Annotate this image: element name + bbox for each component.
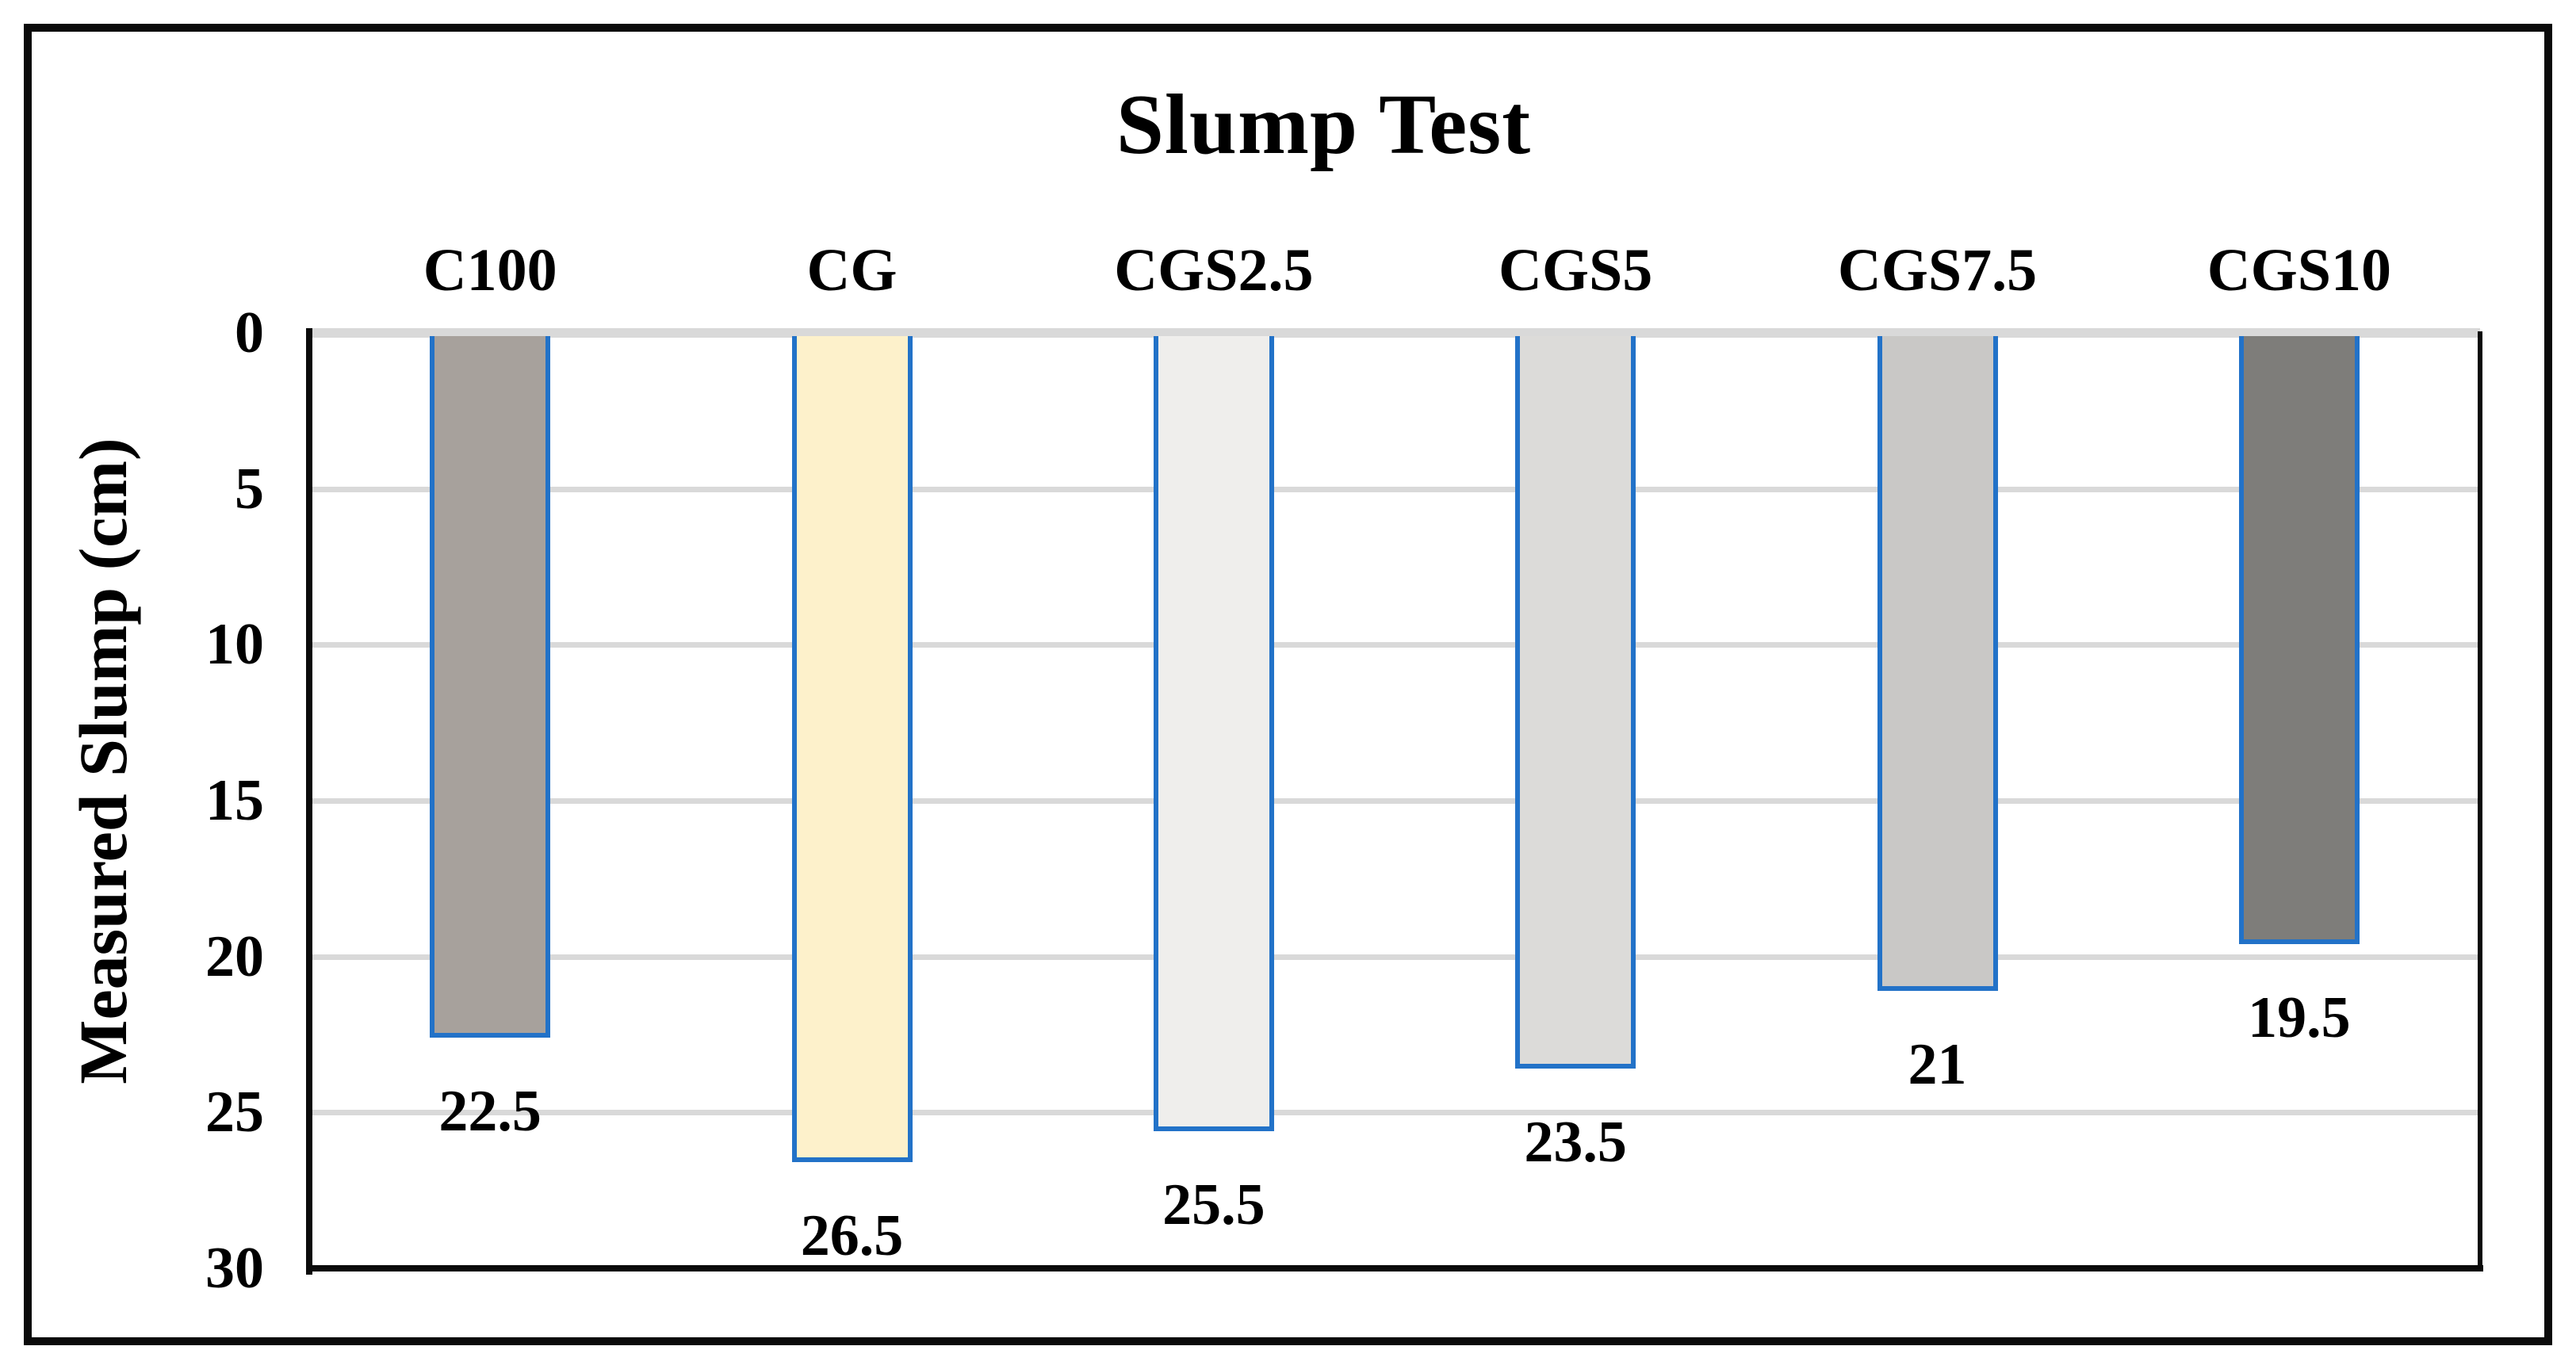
category-label-CG: CG: [806, 237, 898, 304]
bar-CGS5: [1515, 336, 1636, 1069]
y-tick-label-0: 0: [235, 300, 264, 365]
value-label-CG: 26.5: [800, 1203, 904, 1269]
gridline-5: [312, 486, 2480, 492]
y-axis-line: [306, 328, 312, 1275]
value-label-CGS2.5: 25.5: [1162, 1172, 1265, 1237]
bar-CGS7.5: [1877, 336, 1998, 991]
category-label-CGS10: CGS10: [2207, 237, 2391, 304]
category-label-C100: C100: [423, 237, 557, 304]
y-tick-label-20: 20: [205, 924, 264, 989]
bar-CGS2.5: [1153, 336, 1274, 1131]
chart-outer-frame: [24, 24, 2552, 1345]
value-label-CGS10: 19.5: [2248, 985, 2351, 1050]
y-tick-label-15: 15: [205, 767, 264, 833]
zero-gridline: [309, 328, 2480, 338]
y-tick-label-30: 30: [205, 1235, 264, 1301]
y-tick-label-5: 5: [235, 456, 264, 522]
value-label-CGS7.5: 21: [1908, 1031, 1967, 1097]
category-label-CGS5: CGS5: [1499, 237, 1653, 304]
y-tick-label-10: 10: [205, 612, 264, 678]
gridline-10: [312, 642, 2480, 648]
gridline-15: [312, 797, 2480, 804]
value-label-C100: 22.5: [438, 1078, 542, 1144]
gridline-25: [312, 1110, 2480, 1116]
x-axis-line: [306, 1265, 2483, 1271]
bar-C100: [430, 336, 551, 1038]
y-tick-label-25: 25: [205, 1080, 264, 1145]
chart-title: Slump Test: [1116, 78, 1532, 172]
category-label-CGS2.5: CGS2.5: [1114, 237, 1314, 304]
category-label-CGS7.5: CGS7.5: [1837, 237, 2038, 304]
plot-right-border: [2478, 331, 2482, 1271]
gridline-20: [312, 954, 2480, 960]
bar-CGS10: [2238, 336, 2360, 944]
bar-CG: [791, 336, 913, 1163]
y-axis-title: Measured Slump (cm): [65, 438, 141, 1084]
value-label-CGS5: 23.5: [1524, 1110, 1627, 1176]
